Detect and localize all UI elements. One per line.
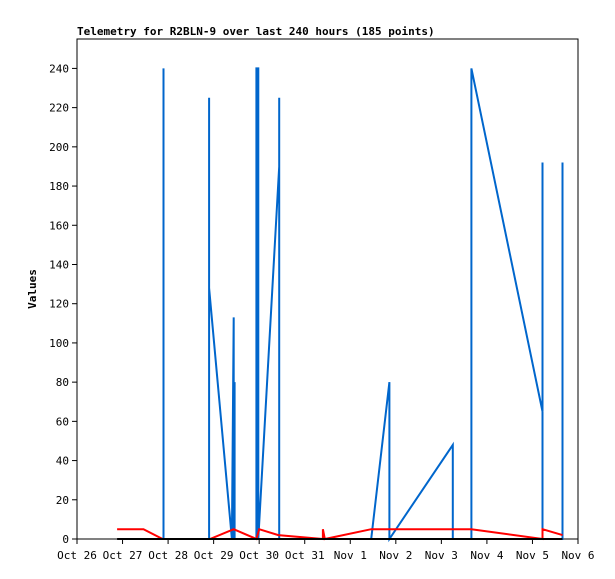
x-tick-label: Nov 2	[379, 549, 412, 562]
y-tick-label: 120	[49, 298, 69, 311]
y-tick-label: 100	[49, 337, 69, 350]
x-tick-label: Nov 4	[470, 549, 503, 562]
y-tick-label: 200	[49, 141, 69, 154]
x-tick-label: Oct 26	[57, 549, 97, 562]
y-tick-label: 240	[49, 62, 69, 75]
y-tick-label: 140	[49, 258, 69, 271]
y-tick-label: 80	[56, 376, 69, 389]
x-tick-label: Nov 1	[334, 549, 367, 562]
x-tick-label: Oct 28	[148, 549, 188, 562]
y-tick-label: 160	[49, 219, 69, 232]
y-tick-label: 0	[62, 533, 69, 546]
y-tick-label: 220	[49, 102, 69, 115]
x-tick-label: Oct 30	[239, 549, 279, 562]
series-layer	[117, 67, 564, 543]
x-tick-label: Oct 27	[103, 549, 143, 562]
plot-frame	[76, 38, 579, 540]
series-line-2	[117, 527, 563, 541]
y-tick-label: 60	[56, 415, 69, 428]
x-tick-label: Nov 6	[561, 549, 594, 562]
y-axis-ticks: 0 20 40 60 80 100 120 140 160 180 200 220 240	[49, 62, 77, 546]
chart-title: Telemetry for R2BLN-9 over last 240 hour…	[77, 25, 435, 38]
series-line-1	[162, 67, 564, 543]
x-tick-label: Oct 29	[194, 549, 234, 562]
y-tick-label: 180	[49, 180, 69, 193]
x-tick-label: Nov 5	[516, 549, 549, 562]
x-axis-ticks: Oct 26 Oct 27 Oct 28 Oct 29 Oct 30 Oct 31 Nov …	[57, 539, 595, 562]
x-tick-label: Nov 3	[425, 549, 458, 562]
y-tick-label: 40	[56, 455, 69, 468]
y-tick-label: 20	[56, 494, 69, 507]
y-axis-label: Values	[26, 269, 39, 309]
x-tick-label: Oct 31	[285, 549, 325, 562]
